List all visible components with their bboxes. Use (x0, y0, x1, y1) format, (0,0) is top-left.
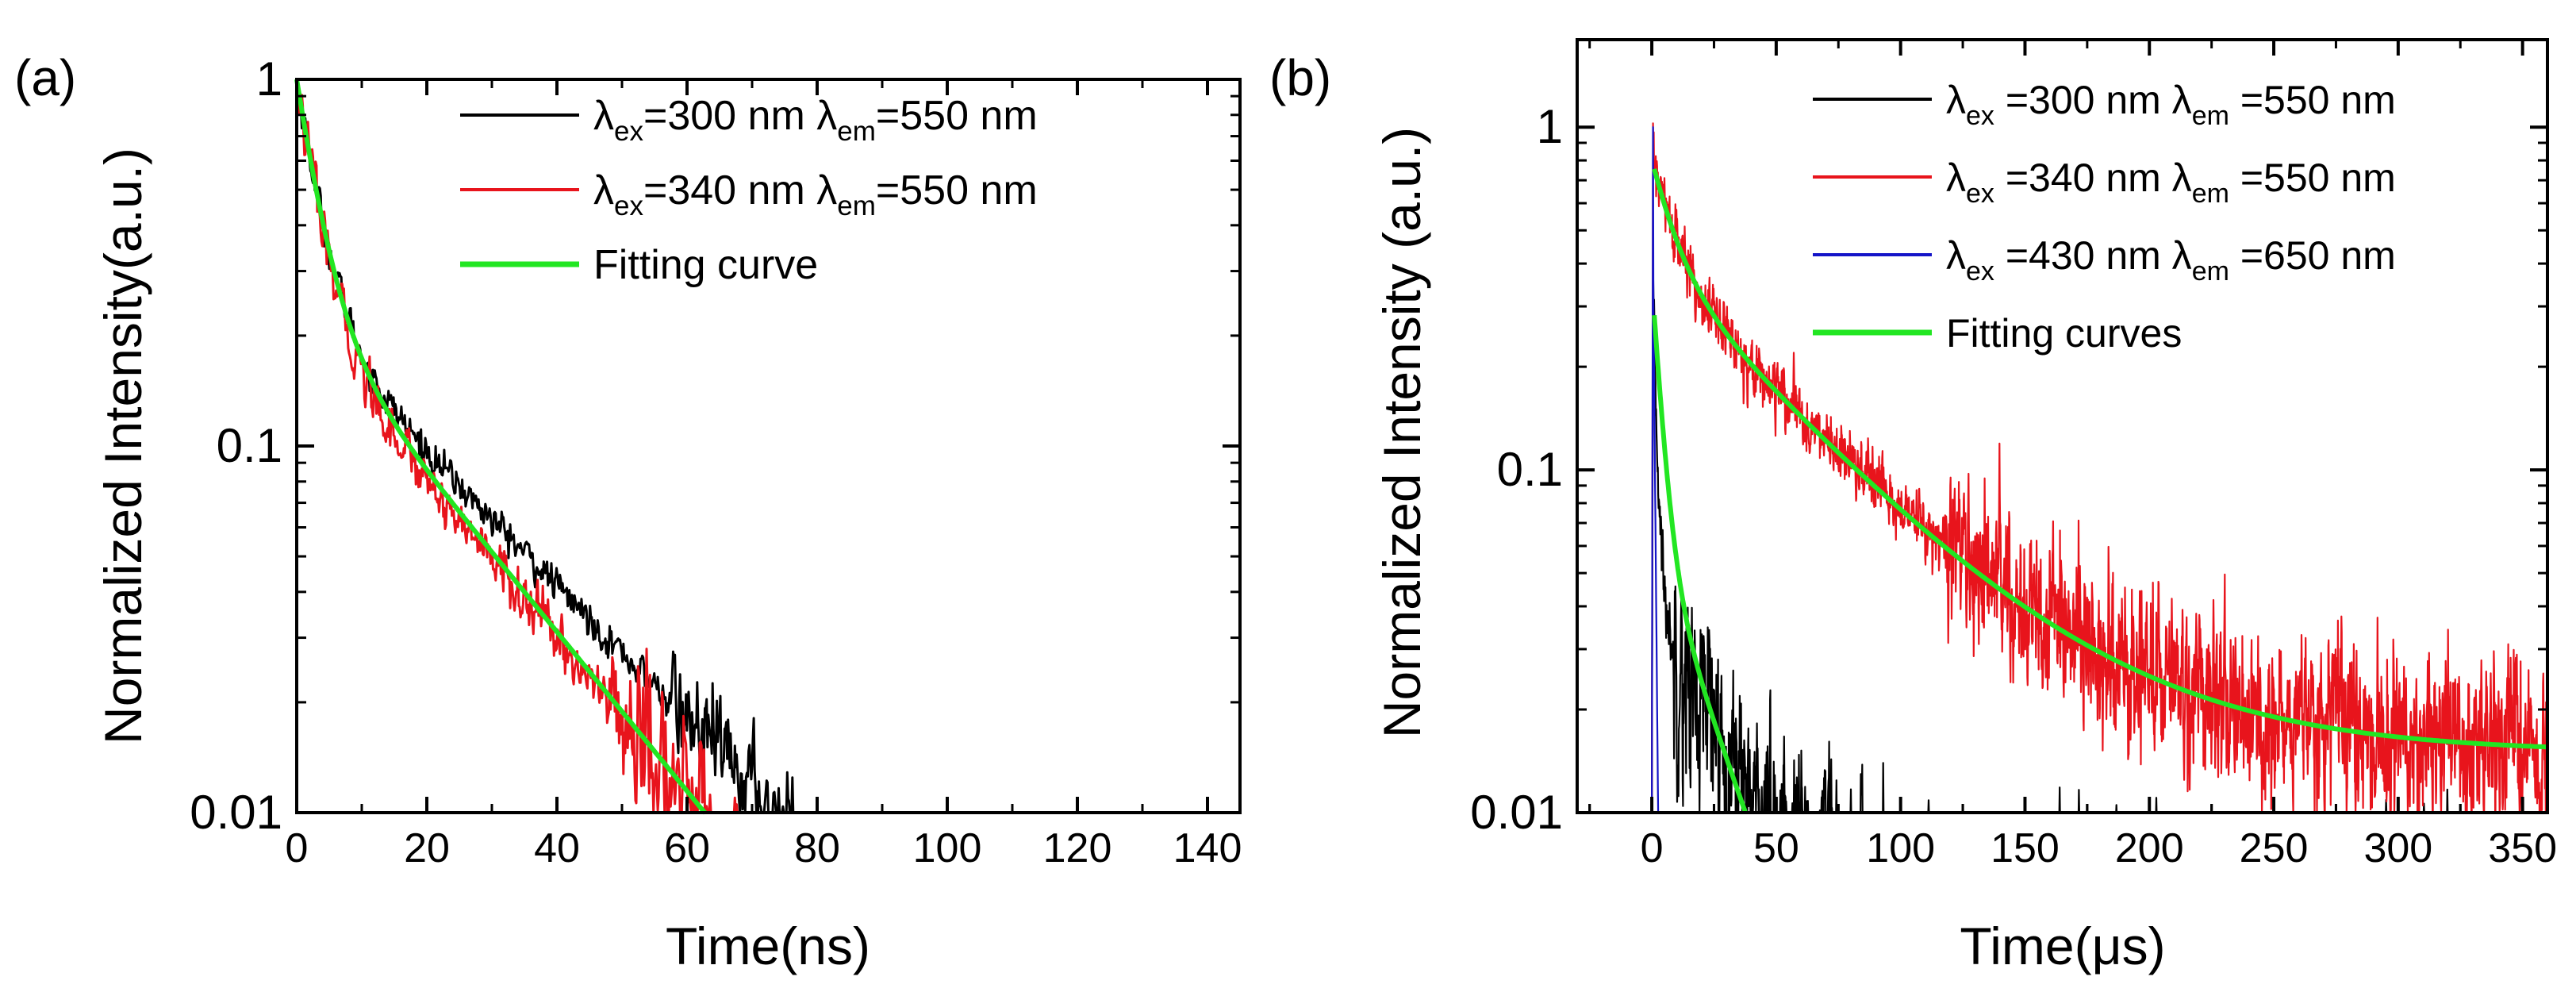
panel-b-axes: 0 50 100 150 200 250 300 350 0.01 0.1 1 (1470, 40, 2557, 871)
panel-b: (b) 0 50 100 150 200 250 300 350 0.01 0.1 1 Time(μ… (1269, 38, 2557, 975)
panel-a-legend-item-2: λex=340 nm λem=550 nm (460, 167, 1038, 221)
panel-a-ytick-label: 0.01 (190, 786, 282, 839)
panel-a-legend: λex=300 nm λem=550 nm λex=340 nm λem=550 … (460, 93, 1038, 288)
panel-a-xlabel: Time(ns) (666, 917, 870, 975)
panel-a-legend-label: λex=300 nm λem=550 nm (593, 93, 1038, 147)
panel-b-legend-label: λex =430 nm λem =650 nm (1946, 233, 2396, 286)
panel-a-xtick-label: 100 (913, 825, 982, 871)
panel-b-fit-curve-2 (1652, 314, 1748, 814)
panel-a-legend-label: Fitting curve (593, 242, 818, 288)
panel-a-legend-item-1: λex=300 nm λem=550 nm (460, 93, 1038, 147)
panel-a-axes: 0 20 40 60 80 100 120 140 0.01 0.1 1 (190, 52, 1242, 871)
panel-b-label: (b) (1269, 49, 1331, 106)
panel-a-xtick-label: 20 (404, 825, 450, 871)
panel-a-legend-label: λex=340 nm λem=550 nm (593, 167, 1038, 221)
panel-a-xtick-label: 140 (1173, 825, 1242, 871)
panel-b-legend: λex =300 nm λem =550 nm λex =340 nm λem =… (1813, 78, 2396, 356)
panel-b-xtick-label: 100 (1866, 825, 1935, 871)
panel-b-xtick-label: 300 (2363, 825, 2432, 871)
panel-b-legend-label: λex =300 nm λem =550 nm (1946, 78, 2396, 131)
panel-a-ylabel: Normalized Intensity(a.u.) (94, 148, 152, 744)
panel-b-xtick-label: 350 (2488, 825, 2557, 871)
panel-a-ytick-label: 1 (256, 52, 282, 106)
panel-b-legend-item-1: λex =300 nm λem =550 nm (1813, 78, 2396, 131)
panel-b-legend-label: Fitting curves (1946, 311, 2182, 356)
panel-b-xtick-label: 150 (1991, 825, 2060, 871)
panel-b-xtick-label: 200 (2115, 825, 2184, 871)
panel-b-xtick-label: 250 (2240, 825, 2309, 871)
panel-b-xlabel: Time(μs) (1960, 917, 2165, 975)
panel-a-label: (a) (14, 49, 76, 106)
panel-b-xtick-label: 0 (1641, 825, 1664, 871)
panel-a-legend-item-3: Fitting curve (460, 242, 818, 288)
panel-b-series (1651, 122, 2549, 814)
panel-a-fit-curve-1 (294, 79, 707, 815)
panel-b-ytick-label: 1 (1537, 100, 1563, 153)
panel-a-xtick-label: 120 (1043, 825, 1112, 871)
panel-b-frame (1576, 38, 2549, 814)
panel-b-ytick-label: 0.1 (1497, 443, 1563, 496)
panel-a-xtick-label: 0 (286, 825, 309, 871)
panel-a-xtick-label: 80 (794, 825, 840, 871)
panel-b-fit-curve-1 (1652, 168, 2548, 750)
panel-b-legend-item-2: λex =340 nm λem =550 nm (1813, 156, 2396, 209)
panel-b-legend-item-4: Fitting curves (1813, 311, 2182, 356)
panel-a-xtick-label: 40 (534, 825, 580, 871)
panel-a-xtick-label: 60 (664, 825, 710, 871)
panel-b-series-line-2 (1651, 122, 2549, 814)
panel-b-legend-item-3: λex =430 nm λem =650 nm (1813, 233, 2396, 286)
panel-b-legend-label: λex =340 nm λem =550 nm (1946, 156, 2396, 209)
panel-a-ytick-label: 0.1 (217, 419, 282, 472)
panel-b-ytick-label: 0.01 (1470, 786, 1563, 839)
panel-b-ylabel: Normalized Intensity (a.u.) (1372, 127, 1431, 738)
panel-b-xtick-label: 50 (1753, 825, 1799, 871)
